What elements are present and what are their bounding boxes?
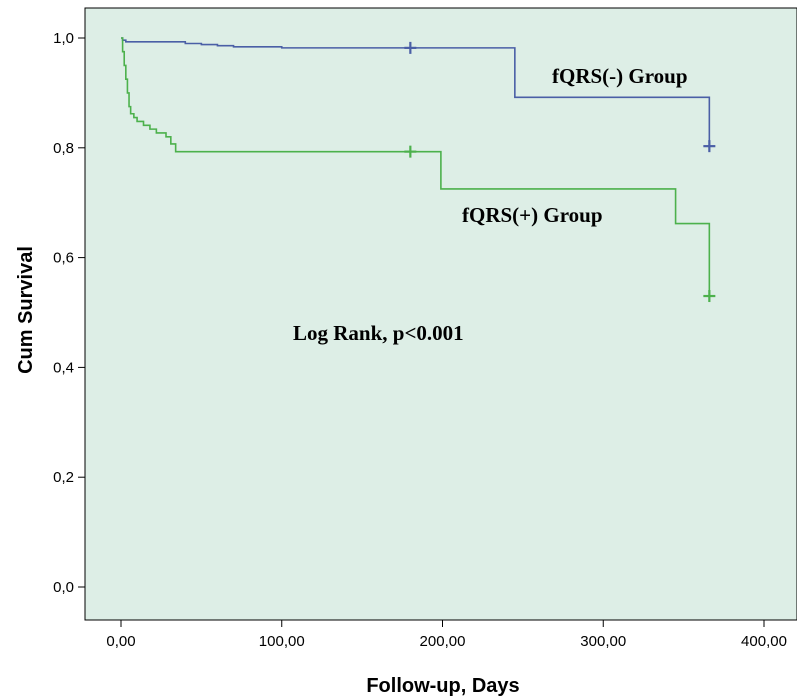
x-tick-label: 100,00 [259, 633, 305, 650]
y-tick-label: 0,6 [53, 250, 74, 267]
survival-line-fqrs-positive [121, 37, 711, 297]
log-rank-annotation: Log Rank, p<0.001 [293, 321, 464, 345]
x-axis-title: Follow-up, Days [366, 675, 519, 697]
survival-curves [121, 37, 716, 303]
y-tick-label: 1,0 [53, 30, 74, 47]
legend-label-fqrs-negative: fQRS(-) Group [552, 64, 688, 88]
y-tick-label: 0,8 [53, 140, 74, 157]
censor-mark [404, 145, 417, 158]
y-axis-title: Cum Survival [15, 246, 37, 374]
axes: 0,0 0,2 0,4 0,6 0,8 1,0 0,00 100,00 200,00 300,00… [53, 30, 787, 650]
censor-mark [404, 41, 417, 54]
x-tick-label: 0,00 [106, 633, 135, 650]
x-tick-label: 300,00 [580, 633, 626, 650]
plot-area [84, 7, 797, 621]
y-tick-label: 0,4 [53, 359, 74, 376]
x-tick-label: 400,00 [741, 633, 787, 650]
censor-mark [703, 140, 716, 153]
labels: Follow-up, Days Cum Survival fQRS(-) Gro… [15, 64, 688, 697]
y-tick-label: 0,0 [53, 579, 74, 596]
censor-mark [703, 290, 716, 303]
x-tick-label: 200,00 [420, 633, 466, 650]
y-tick-label: 0,2 [53, 469, 74, 486]
legend-label-fqrs-positive: fQRS(+) Group [462, 203, 603, 227]
survival-line-fqrs-negative [121, 37, 711, 147]
